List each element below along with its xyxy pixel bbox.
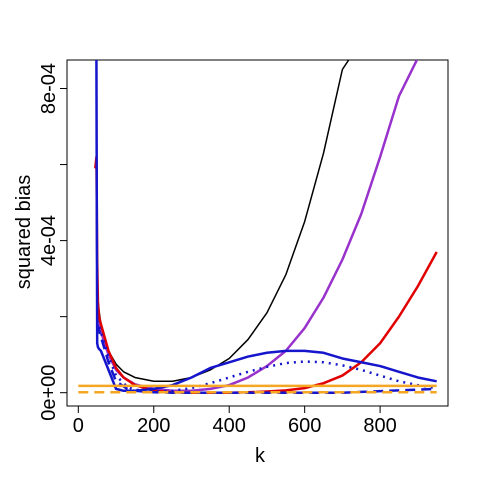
y-axis: 0e+00 4e-04 8e-04 <box>38 63 68 421</box>
series-layer <box>78 60 438 394</box>
x-tick-label: 200 <box>137 415 170 437</box>
x-axis: 0 200 400 600 800 <box>73 405 397 437</box>
x-tick-label: 800 <box>363 415 396 437</box>
series-line-4 <box>95 60 437 393</box>
y-axis-label: squared bias <box>13 175 35 290</box>
y-tick-label: 0e+00 <box>38 365 60 421</box>
series-line-5 <box>95 320 437 393</box>
x-tick-label: 600 <box>288 415 321 437</box>
series-line-1 <box>96 60 350 383</box>
x-tick-label: 400 <box>213 415 246 437</box>
y-tick-label: 8e-04 <box>38 63 60 114</box>
x-tick-label: 0 <box>73 415 84 437</box>
x-axis-label: k <box>255 445 266 467</box>
y-tick-label: 4e-04 <box>38 215 60 266</box>
series-line-2 <box>95 60 419 393</box>
series-line-3 <box>94 155 438 394</box>
